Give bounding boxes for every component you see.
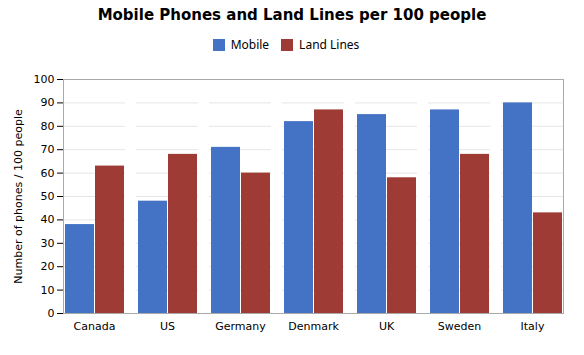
- svg-text:60: 60: [41, 167, 55, 180]
- html-text:Mobile: Mobile: [230, 36, 270, 53]
- svg-text:70: 70: [41, 143, 55, 156]
- html-text:Mobile Phones and Land Lines p: Mobile Phones and Land Lines per 100 peo…: [97, 6, 487, 24]
- svg-text:Sweden: Sweden: [438, 320, 481, 333]
- svg-text:Canada: Canada: [74, 320, 116, 333]
- svg-text:40: 40: [41, 213, 55, 226]
- svg-text:Germany: Germany: [215, 320, 266, 333]
- html-text:Land Lines: Land Lines: [299, 36, 360, 53]
- svg-text:US: US: [160, 320, 175, 333]
- svg-text:80: 80: [41, 120, 55, 133]
- svg-text:90: 90: [41, 96, 55, 109]
- svg-text:20: 20: [41, 260, 55, 273]
- svg-text:50: 50: [41, 190, 55, 203]
- svg-text:10: 10: [41, 284, 55, 297]
- svg-text:Denmark: Denmark: [288, 320, 339, 333]
- svg-text:Italy: Italy: [521, 320, 545, 333]
- svg-text:30: 30: [41, 237, 55, 250]
- svg-text:Number of phones / 100 people: Number of phones / 100 people: [12, 109, 25, 284]
- svg-text:0: 0: [48, 307, 55, 320]
- svg-text:100: 100: [34, 73, 55, 86]
- svg-text:UK: UK: [379, 320, 395, 333]
